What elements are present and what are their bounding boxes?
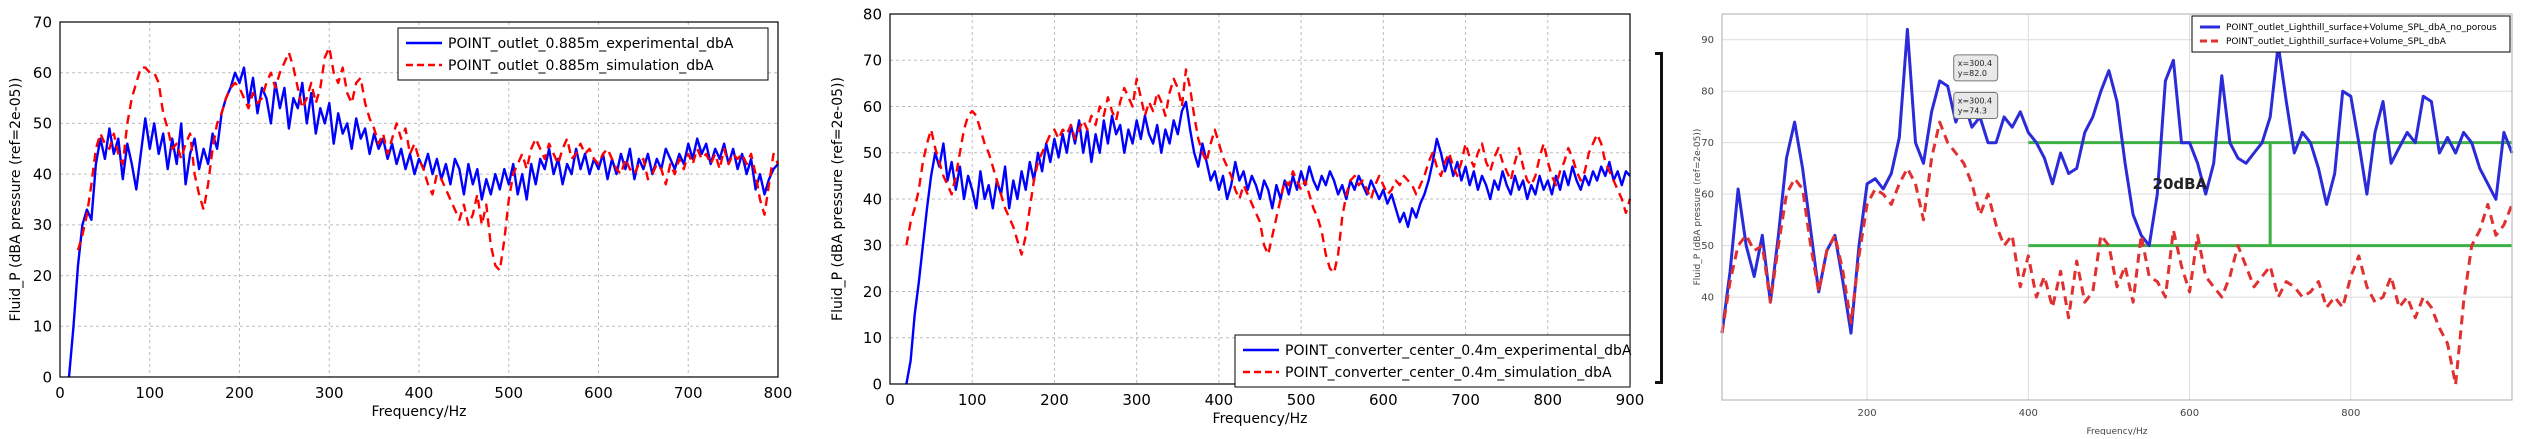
legend-entry: POINT_converter_center_0.4m_experimental… — [1285, 343, 1632, 359]
x-tick-label: 200 — [225, 384, 254, 402]
series-line-experimental — [67, 66, 779, 378]
series-line-simulation — [905, 68, 1632, 275]
y-tick-label: 70 — [1701, 138, 1714, 149]
x-tick-label: 400 — [1205, 391, 1234, 409]
x-tick-label: 100 — [958, 391, 987, 409]
x-tick-label: 200 — [1040, 391, 1069, 409]
legend-entry: POINT_outlet_Lighthill_surface+Volume_SP… — [2226, 37, 2447, 47]
x-tick-label: 600 — [584, 384, 613, 402]
chart-converter: 0 100 200 300 400 500 600 700 800 900 0 10 20 30 40 50 6… — [830, 5, 1645, 427]
series-line-simulation — [76, 46, 780, 272]
legend-entry: POINT_converter_center_0.4m_simulation_d… — [1285, 365, 1612, 381]
y-axis-label: Fluid_P (dBA pressure (ref=2e-05)) — [8, 78, 24, 322]
plot-frame — [59, 21, 779, 378]
y-tick-label: 80 — [1701, 87, 1714, 98]
y-tick-label: 60 — [1701, 190, 1714, 201]
x-tick-label: 0 — [885, 391, 895, 409]
x-tick-label: 300 — [315, 384, 344, 402]
x-tick-label: 400 — [405, 384, 434, 402]
x-tick-label: 300 — [1122, 391, 1151, 409]
legend-entry: POINT_outlet_0.885m_simulation_dbA — [448, 58, 714, 74]
x-tick-label: 800 — [1533, 391, 1562, 409]
y-tick-label: 80 — [863, 5, 882, 23]
x-tick-label: 900 — [1616, 391, 1645, 409]
legend-entry: POINT_outlet_0.885m_experimental_dbA — [448, 36, 734, 52]
x-tick-label: 700 — [1451, 391, 1480, 409]
plot-frame — [1721, 13, 2513, 401]
band-label: 20dBA — [2153, 175, 2208, 193]
series-line-simulation — [1720, 120, 2514, 387]
chart-panel-outlet: 0 100 200 300 400 500 600 700 800 0 10 20 30 40 50 60 70… — [0, 0, 815, 435]
y-tick-label: 10 — [33, 318, 52, 336]
y-tick-label: 20 — [863, 283, 882, 301]
chart-lighthill: 200 400 600 80040506070809020dBAx=300.4y=82… — [1693, 13, 2514, 437]
y-tick-label: 50 — [33, 115, 52, 133]
x-tick-label: 500 — [1287, 391, 1316, 409]
y-tick-label: 70 — [33, 13, 52, 31]
x-tick-label: 800 — [764, 384, 793, 402]
legend-box — [1234, 334, 1631, 388]
chart-panel-lighthill: 200 400 600 800 40 50 60 70 80 90 20dBA x=300.4 y=82… — [1690, 0, 2525, 437]
y-tick-label: 20 — [33, 267, 52, 285]
y-tick-label: 40 — [863, 190, 882, 208]
x-axis-label: Frequency/Hz — [372, 404, 467, 420]
tooltip-text: y=74.3 — [1958, 107, 1987, 116]
x-tick-label: 700 — [674, 384, 703, 402]
value-tooltip — [1953, 92, 1999, 120]
x-tick-label: 0 — [55, 384, 65, 402]
x-tick-label: 800 — [2341, 408, 2360, 419]
y-tick-label: 0 — [872, 375, 882, 393]
x-tick-label: 600 — [1369, 391, 1398, 409]
x-axis-label: Frequency/Hz — [2086, 427, 2147, 435]
bracket-separator — [1655, 52, 1663, 384]
y-tick-label: 70 — [863, 52, 882, 70]
y-tick-label: 50 — [863, 144, 882, 162]
tooltip-text: x=300.4 — [1958, 59, 1992, 68]
y-tick-label: 60 — [863, 98, 882, 116]
legend-box — [397, 27, 769, 81]
y-axis-label: Fluid_P (dBA pressure (ref=2e-05)) — [830, 77, 846, 321]
x-tick-label: 200 — [1858, 408, 1877, 419]
y-tick-label: 90 — [1701, 35, 1714, 46]
series-line-experimental — [905, 100, 1631, 385]
y-axis-label: Fluid_P (dBA pressure (ref=2e-05)) — [1693, 129, 1703, 286]
y-tick-label: 30 — [863, 237, 882, 255]
chart-outlet: 0 100 200 300 400 500 600 700 800 0 10 20 30 40 50 60 70… — [8, 13, 793, 420]
x-tick-label: 100 — [135, 384, 164, 402]
tooltip-text: x=300.4 — [1958, 97, 1992, 106]
x-tick-label: 600 — [2180, 408, 2199, 419]
y-tick-label: 50 — [1701, 241, 1714, 252]
y-tick-label: 40 — [1701, 293, 1714, 304]
tooltip-text: y=82.0 — [1958, 69, 1987, 78]
plot-background — [1722, 14, 2512, 400]
y-tick-label: 40 — [33, 165, 52, 183]
chart-panel-converter: 0 100 200 300 400 500 600 700 800 900 0 10 20 30 40 50 6… — [820, 0, 1660, 435]
x-axis-label: Frequency/Hz — [1213, 411, 1308, 427]
series-line-experimental — [1720, 27, 2514, 335]
x-tick-label: 400 — [2019, 408, 2038, 419]
y-tick-label: 30 — [33, 216, 52, 234]
legend-entry: POINT_outlet_Lighthill_surface+Volume_SP… — [2226, 23, 2497, 33]
value-tooltip — [1953, 54, 1999, 82]
x-tick-label: 500 — [494, 384, 523, 402]
y-tick-label: 10 — [863, 329, 882, 347]
y-tick-label: 60 — [33, 64, 52, 82]
y-tick-label: 0 — [42, 368, 52, 386]
legend-box — [2191, 15, 2511, 53]
